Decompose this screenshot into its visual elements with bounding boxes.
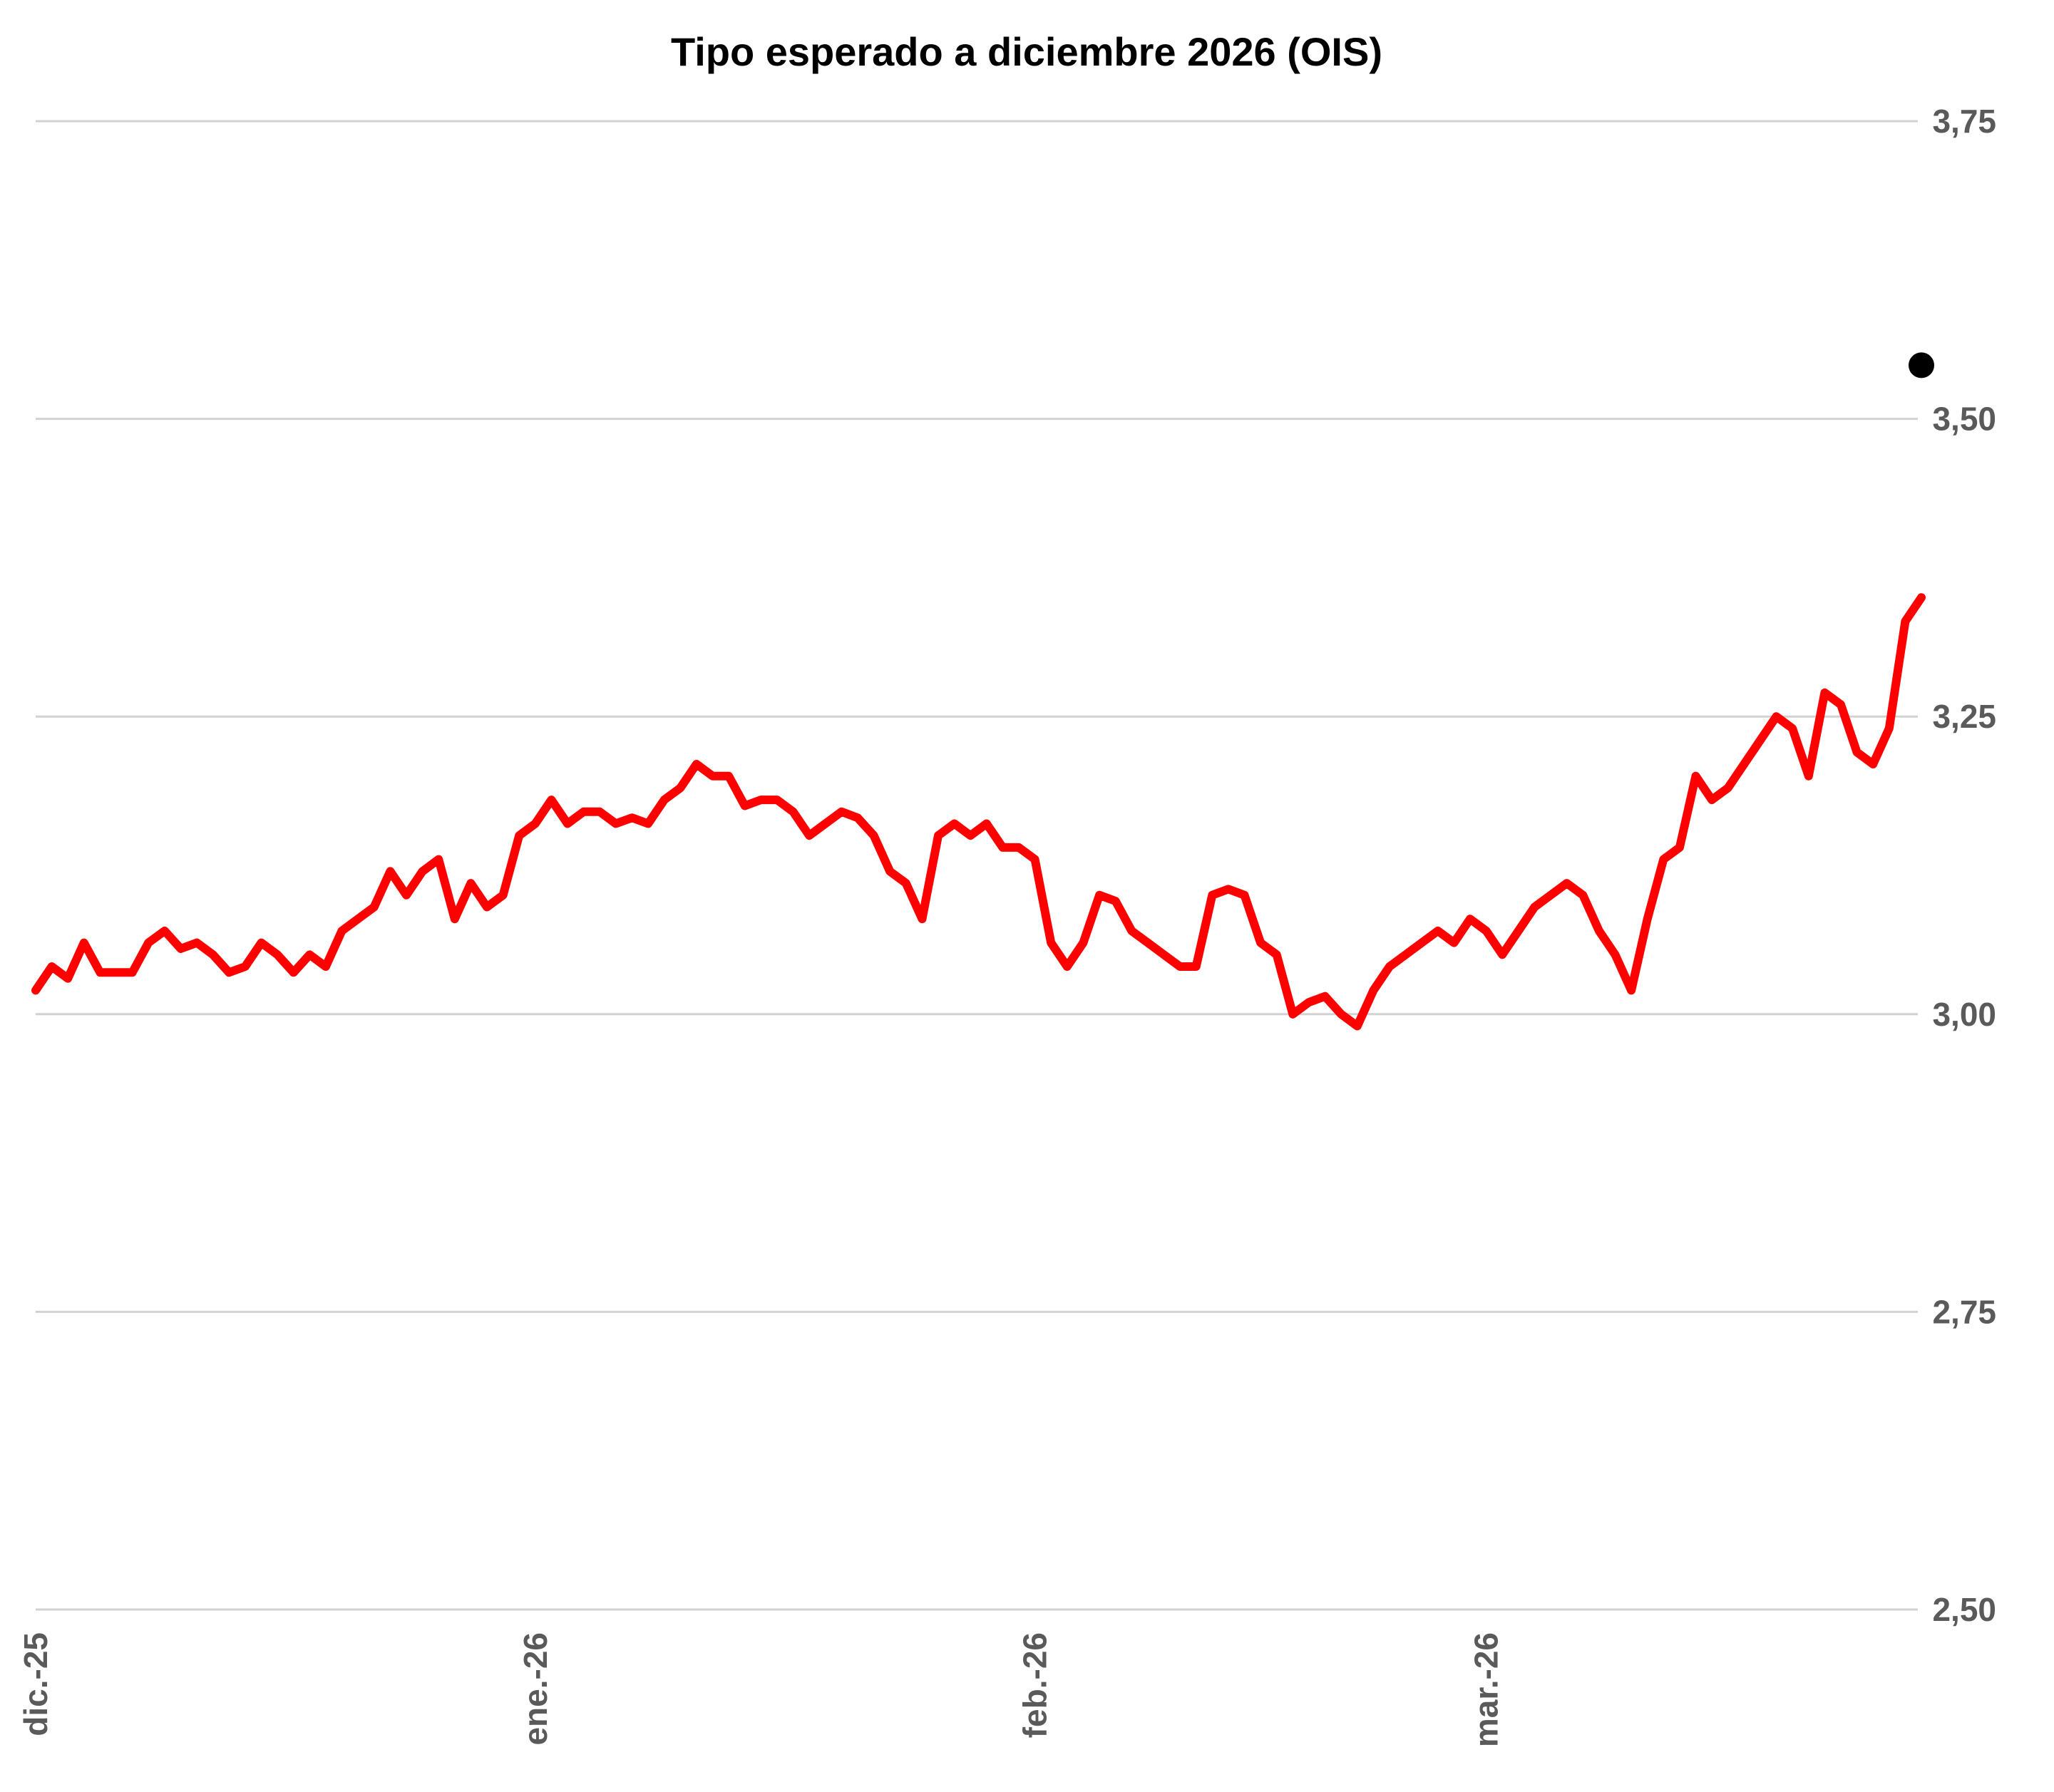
y-tick-label: 2,50 — [1932, 1591, 1996, 1628]
x-axis-ticks: dic.-25 ene.-26 feb.-26 mar.-26 — [17, 1632, 1505, 1747]
y-tick-label: 3,25 — [1932, 698, 1996, 735]
y-tick-label: 3,75 — [1932, 103, 1996, 140]
x-tick-label: dic.-25 — [17, 1632, 54, 1736]
y-tick-label: 2,75 — [1932, 1293, 1996, 1330]
series-line — [31, 593, 1926, 1031]
x-tick-label: feb.-26 — [1017, 1632, 1054, 1738]
series-layer — [31, 352, 1934, 1031]
x-tick-label: ene.-26 — [517, 1632, 554, 1746]
y-axis-ticks: 2,50 2,75 3,00 3,25 3,50 3,75 — [1932, 103, 1996, 1628]
x-tick-label: mar.-26 — [1468, 1632, 1505, 1747]
y-tick-label: 3,50 — [1932, 401, 1996, 438]
y-tick-label: 3,00 — [1932, 996, 1996, 1033]
last-value-marker — [1909, 352, 1934, 379]
gridlines — [36, 120, 1918, 1611]
chart-title: Tipo esperado a diciembre 2026 (OIS) — [671, 29, 1382, 74]
